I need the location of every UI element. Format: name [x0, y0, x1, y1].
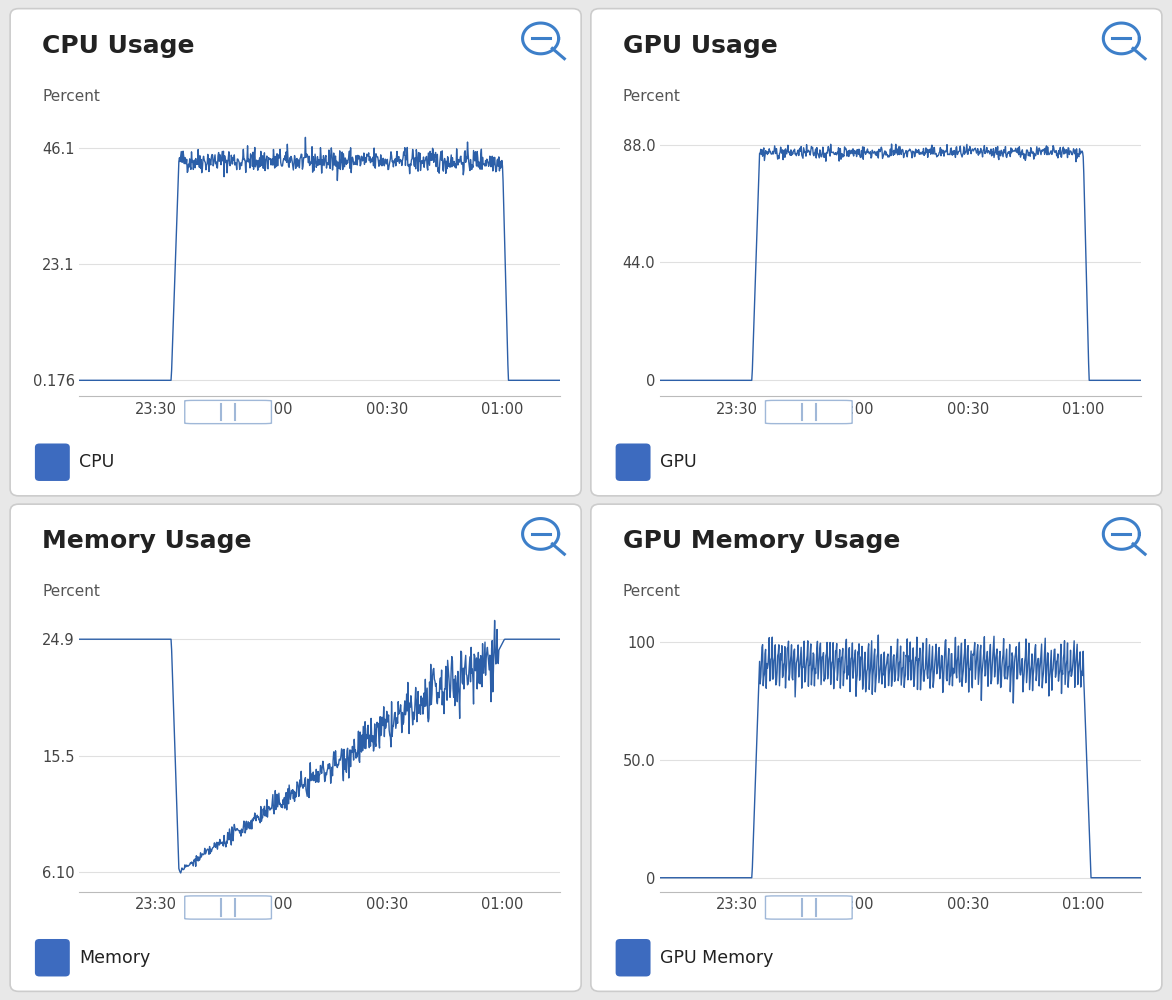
FancyBboxPatch shape [615, 443, 650, 481]
FancyBboxPatch shape [35, 939, 70, 976]
Text: Percent: Percent [624, 584, 681, 599]
Text: GPU Memory Usage: GPU Memory Usage [624, 529, 900, 553]
Text: CPU Usage: CPU Usage [42, 34, 195, 58]
Text: Memory Usage: Memory Usage [42, 529, 252, 553]
Text: Percent: Percent [42, 89, 100, 104]
FancyBboxPatch shape [615, 939, 650, 976]
Text: GPU Usage: GPU Usage [624, 34, 778, 58]
Text: Memory: Memory [79, 949, 150, 967]
FancyBboxPatch shape [185, 896, 272, 919]
FancyBboxPatch shape [591, 9, 1161, 496]
FancyBboxPatch shape [11, 504, 581, 991]
FancyBboxPatch shape [35, 443, 70, 481]
FancyBboxPatch shape [765, 400, 852, 424]
FancyBboxPatch shape [591, 504, 1161, 991]
Text: Percent: Percent [42, 584, 100, 599]
Text: GPU Memory: GPU Memory [660, 949, 772, 967]
FancyBboxPatch shape [765, 896, 852, 919]
Text: GPU: GPU [660, 453, 696, 471]
Text: Percent: Percent [624, 89, 681, 104]
Text: CPU: CPU [79, 453, 114, 471]
FancyBboxPatch shape [185, 400, 272, 424]
FancyBboxPatch shape [11, 9, 581, 496]
